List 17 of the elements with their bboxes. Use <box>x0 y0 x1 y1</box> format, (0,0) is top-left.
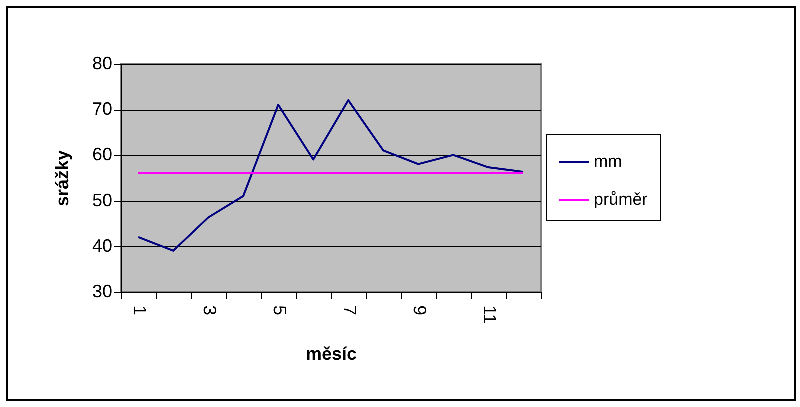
x-tick-label: 5 <box>270 306 290 316</box>
x-axis-title: měsíc <box>306 344 358 364</box>
x-tick-label: 7 <box>340 306 360 316</box>
y-tick-label: 60 <box>92 144 112 165</box>
y-tick-label: 40 <box>92 236 112 256</box>
legend-label: průměr <box>594 190 648 209</box>
y-tick-label: 80 <box>92 54 112 74</box>
y-tick-label: 30 <box>92 282 112 302</box>
line-series <box>138 99 524 252</box>
y-tick-label: 70 <box>92 99 112 120</box>
legend-label: mm <box>594 152 622 171</box>
y-axis-title: srážky <box>52 150 72 207</box>
y-tick-label: 50 <box>92 190 112 210</box>
x-tick-label: 1 <box>130 306 150 316</box>
x-tick-label: 9 <box>410 306 430 316</box>
x-tick-label: 11 <box>480 306 500 324</box>
x-tick-label: 3 <box>200 306 220 316</box>
